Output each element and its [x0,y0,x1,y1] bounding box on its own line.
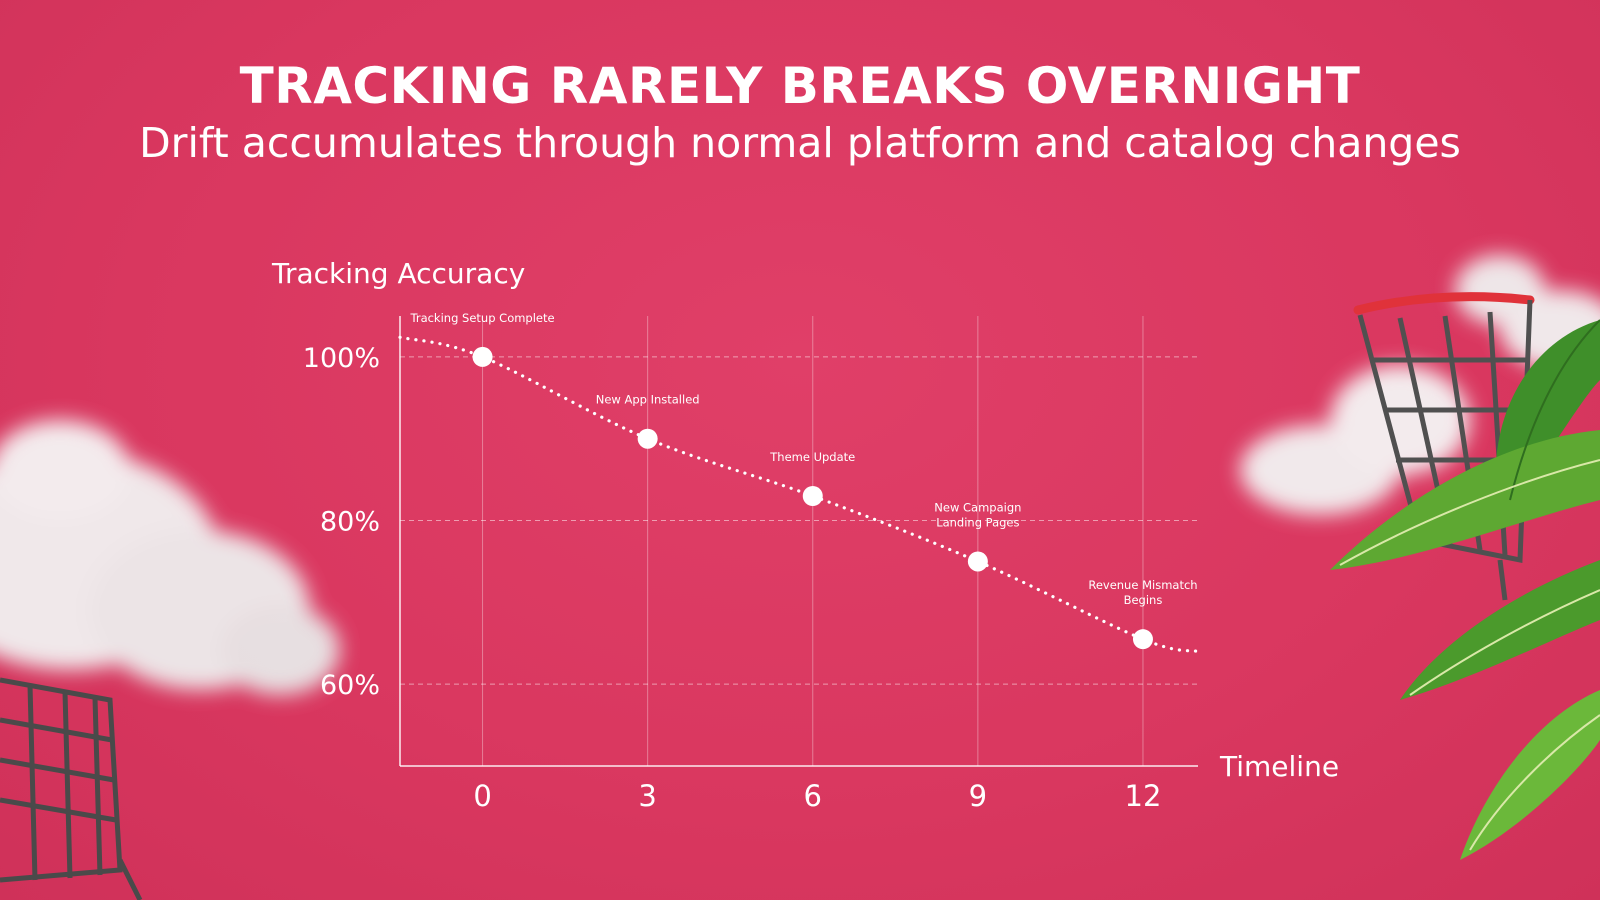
data-point-label: Tracking Setup Complete [410,311,555,325]
x-tick-label: 9 [969,779,987,813]
data-point-label: New Campaign [934,500,1021,514]
data-point-label: Begins [1124,593,1163,607]
y-axis-title: Tracking Accuracy [271,257,525,290]
series-line [398,335,1200,654]
y-tick-label: 60% [320,670,380,701]
data-point-label: New App Installed [596,393,700,407]
data-point-marker [802,486,823,506]
x-tick-label: 3 [638,779,656,813]
x-tick-label: 12 [1125,779,1162,813]
data-point-marker [967,551,988,572]
data-point-label: Landing Pages [936,515,1019,529]
cloud-right-icon [1240,255,1600,515]
data-point-label: Theme Update [769,450,855,464]
cloud-left-icon [0,420,340,695]
banana-leaves-icon [1330,319,1600,860]
y-tick-label: 80% [320,507,380,538]
shopping-cart-right-icon [1353,292,1535,601]
data-point-label: Revenue Mismatch [1088,578,1197,592]
page-title: TRACKING RARELY BREAKS OVERNIGHT [239,57,1361,115]
data-point-marker [1132,629,1153,650]
y-tick-label: 100% [303,343,380,374]
data-point-marker [637,428,658,449]
data-point-marker [472,346,493,367]
shopping-cart-left-icon [0,677,143,900]
x-tick-label: 0 [473,779,491,813]
page-subtitle: Drift accumulates through normal platfor… [139,119,1461,167]
x-axis-title: Timeline [1219,750,1339,783]
x-tick-label: 6 [804,779,822,813]
